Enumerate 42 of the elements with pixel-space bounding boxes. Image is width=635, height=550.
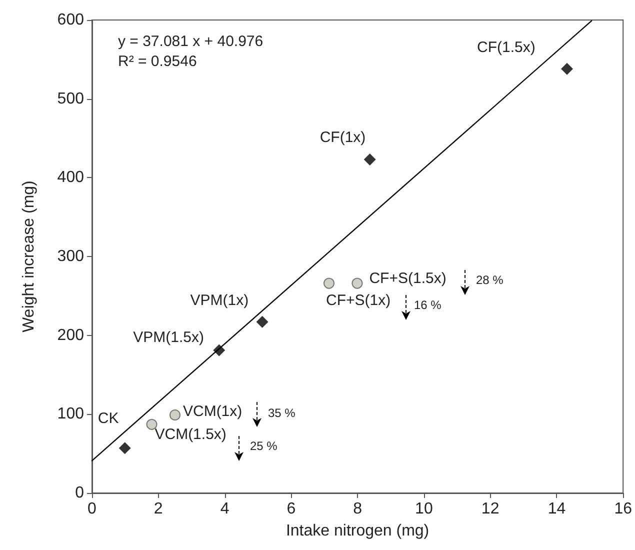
annotation: VPM(1.5x) [133, 328, 204, 346]
x-tick-label: 16 [614, 500, 632, 518]
annotation: 16 % [414, 298, 442, 312]
annotation: CK [98, 410, 119, 427]
point [169, 409, 180, 420]
point [324, 278, 335, 289]
annotation: VCM(1.5x) [154, 426, 226, 443]
x-tick-label: 2 [154, 500, 163, 518]
x-tick-label: 0 [88, 500, 97, 518]
x-axis-title: Intake nitrogen (mg) [286, 522, 430, 540]
y-tick-label: 200 [57, 326, 84, 344]
point [364, 154, 376, 166]
annotation: 25 % [250, 439, 278, 453]
y-tick-label: 300 [57, 248, 84, 265]
y-axis-title: Weight increase (mg) [20, 180, 38, 332]
annotation: y = 37.081 x + 40.976 [118, 33, 264, 50]
point [213, 344, 226, 356]
point [256, 316, 268, 328]
annotation: CF(1x) [320, 129, 366, 146]
annotation: VCM(1x) [182, 403, 242, 420]
x-tick-label: 4 [220, 500, 230, 518]
annotation: 35 % [268, 406, 296, 420]
x-tick-label: 8 [353, 500, 362, 518]
x-tick-label: 12 [481, 500, 500, 518]
point [352, 278, 363, 289]
annotation: CF(1.5x) [477, 39, 536, 56]
x-tick-label: 14 [548, 500, 566, 518]
y-tick-label: 600 [57, 12, 84, 28]
y-tick-label: 100 [57, 406, 84, 423]
point [561, 62, 574, 75]
annotation: 28 % [476, 273, 504, 287]
annotation: VPM(1x) [190, 292, 249, 310]
x-tick-label: 10 [415, 500, 433, 518]
y-tick-label: 400 [57, 169, 84, 186]
point [146, 418, 158, 430]
x-tick-label: 6 [286, 500, 296, 518]
y-tick-label: 0 [75, 484, 84, 502]
annotation: R² = 0.9546 [118, 53, 197, 70]
y-tick-label: 500 [57, 90, 84, 108]
point [118, 442, 131, 454]
annotation: CF+S(1x) [326, 292, 391, 309]
annotation: CF+S(1.5x) [369, 270, 446, 287]
